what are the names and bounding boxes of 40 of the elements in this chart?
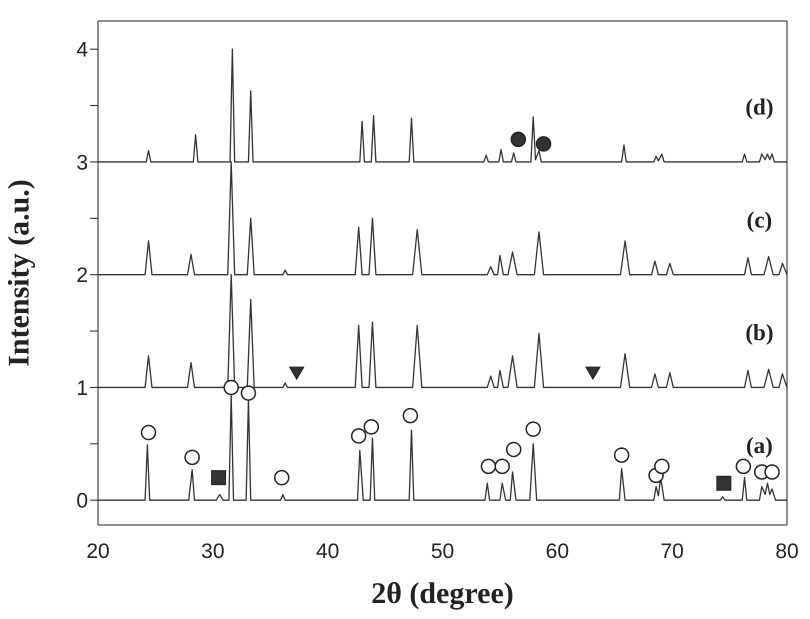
y-tick-label: 3 — [76, 151, 88, 174]
point — [654, 458, 670, 474]
point — [525, 421, 541, 437]
point — [510, 132, 526, 148]
x-tick-label: 20 — [86, 540, 110, 563]
y-tick-label: 2 — [76, 264, 88, 288]
point — [240, 385, 256, 401]
x-tick-label: 80 — [775, 540, 799, 563]
x-tick-label: 70 — [660, 540, 684, 563]
point — [506, 442, 522, 458]
point — [289, 366, 304, 380]
point — [716, 476, 732, 491]
point — [350, 428, 366, 444]
point — [274, 470, 290, 486]
annotation: (c) — [746, 207, 772, 232]
annotation: (d) — [745, 94, 774, 120]
annotation: (a) — [746, 432, 773, 458]
point — [184, 450, 200, 466]
point — [614, 447, 630, 463]
y-tick-label: 4 — [76, 38, 88, 62]
point — [211, 470, 226, 486]
y-tick-label: 0 — [76, 490, 88, 513]
point — [140, 424, 156, 440]
point — [585, 366, 600, 380]
y-axis-title: Intensity (a.u.) — [2, 179, 36, 367]
point — [223, 380, 239, 396]
point — [364, 419, 380, 435]
point — [494, 458, 510, 474]
y-tick-label: 1 — [76, 376, 88, 400]
point — [536, 136, 552, 152]
x-tick-label: 40 — [316, 540, 340, 563]
point — [764, 464, 780, 480]
x-tick-label: 30 — [201, 540, 225, 563]
x-axis-title: 2θ (degree) — [371, 577, 514, 610]
x-tick-label: 60 — [546, 540, 570, 563]
point — [480, 458, 496, 474]
x-tick-label: 50 — [430, 540, 454, 563]
point — [402, 408, 418, 424]
annotation: (b) — [745, 320, 774, 346]
point — [736, 458, 752, 474]
